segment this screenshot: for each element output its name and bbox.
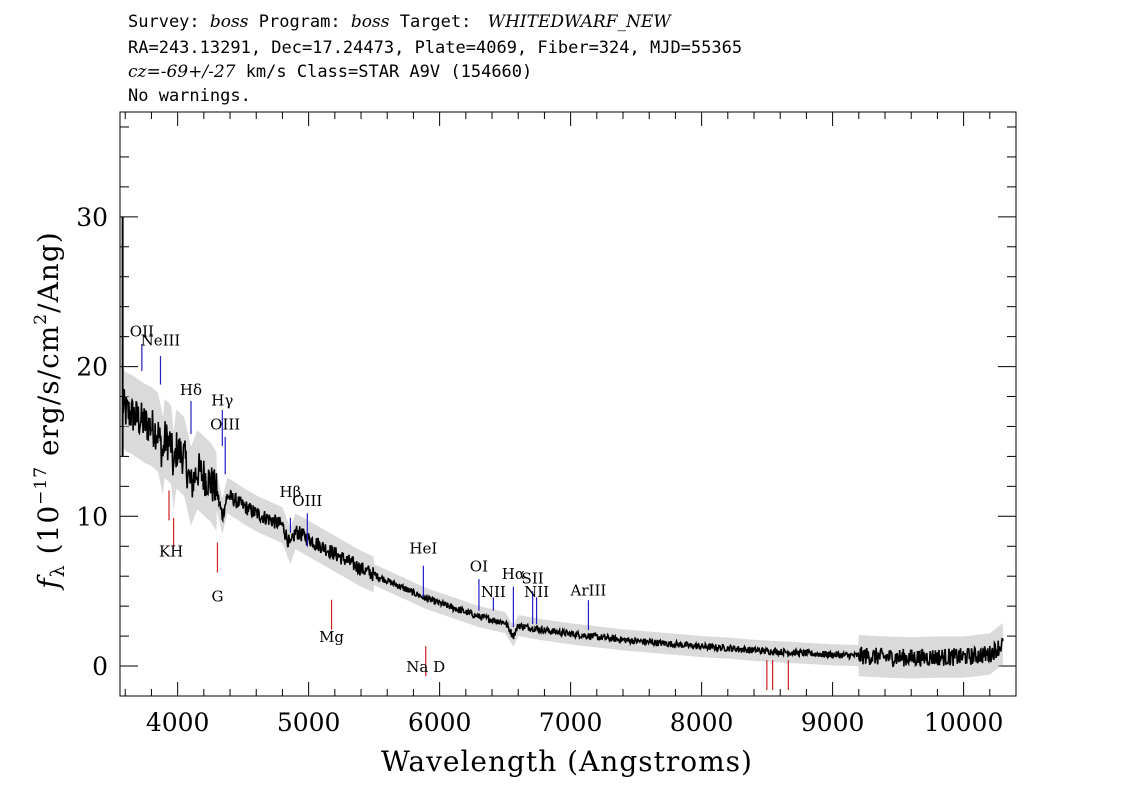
header-line-2: RA=243.13291, Dec=17.24473, Plate=4069, … [128, 38, 743, 58]
emission-line-label: Hα [502, 565, 525, 583]
survey-label: Survey: [128, 12, 200, 32]
flux-series [121, 216, 1004, 668]
y-tick-label: 30 [76, 203, 108, 232]
cz-label: cz [128, 62, 147, 82]
emission-line-label: OIII [292, 492, 322, 510]
x-tick-label: 4000 [146, 708, 210, 737]
y-tick-label: 10 [76, 502, 108, 531]
ylabel-mid: erg/s/cm [32, 325, 65, 466]
absorption-line-label: Mg [319, 628, 344, 646]
header-line-1: Survey: boss Program: boss Target: WHITE… [128, 12, 671, 32]
x-tick-label: 7000 [539, 708, 603, 737]
program-value: boss [350, 12, 390, 32]
emission-line-label: NII [481, 583, 506, 601]
emission-line-label: OIII [210, 415, 240, 433]
plot-frame [119, 111, 1017, 697]
target-value: WHITEDWARF_NEW [487, 12, 671, 32]
emission-line-label: OII [130, 323, 154, 341]
x-tick-label: 8000 [670, 708, 734, 737]
ylabel-exp2: 2 [31, 313, 51, 325]
emission-line-label: NII [524, 583, 549, 601]
ylabel-post: /Ang) [32, 231, 65, 313]
header-line-3: cz=-69+/-27 km/s Class=STAR A9V (154660) [128, 62, 532, 82]
warnings-text: No warnings. [128, 86, 251, 106]
emission-line-label: ArIII [570, 582, 607, 600]
absorption-line-label: Na D [406, 658, 445, 676]
x-tick-label: 6000 [408, 708, 472, 737]
emission-line-label: OI [470, 558, 488, 576]
ylabel-exp1: −17 [31, 466, 51, 505]
absorption-line-label: G [211, 588, 223, 606]
chart-axes: 4000 5000 6000 7000 8000 9000 10000 0 10 20 30 [76, 111, 1017, 737]
ylabel-f: f [32, 574, 65, 591]
program-label: Program: [258, 12, 341, 32]
x-tick-label: 10000 [924, 708, 1004, 737]
error-band-shape [122, 364, 1003, 679]
ylabel-pre: (10 [32, 505, 65, 564]
absorption-line-label: KH [159, 543, 183, 561]
class-text: km/s Class=STAR A9V (154660) [235, 62, 533, 82]
x-tick-label: 9000 [801, 708, 865, 737]
emission-line-label: Hβ [280, 483, 302, 501]
y-tick-label: 0 [92, 652, 108, 681]
ylabel-sub: λ [47, 564, 69, 577]
emission-line-label: NeIII [141, 332, 181, 350]
emission-line-label: Hγ [211, 391, 233, 409]
y-tick-label: 20 [76, 353, 108, 382]
y-axis-label: fλ (10−17 erg/s/cm2/Ang) [31, 231, 69, 590]
emission-line-label: SII [522, 570, 544, 588]
survey-value: boss [209, 12, 249, 32]
target-label: Target: [399, 12, 472, 32]
x-axis-label: Wavelength (Angstroms) [381, 745, 753, 778]
x-tick-label: 5000 [277, 708, 341, 737]
emission-line-label: HeI [409, 540, 437, 558]
flux-line [121, 389, 1004, 668]
emission-line-label: Hδ [180, 381, 202, 399]
cz-value: =-69+/-27 [146, 62, 236, 82]
error-band [122, 364, 1003, 679]
